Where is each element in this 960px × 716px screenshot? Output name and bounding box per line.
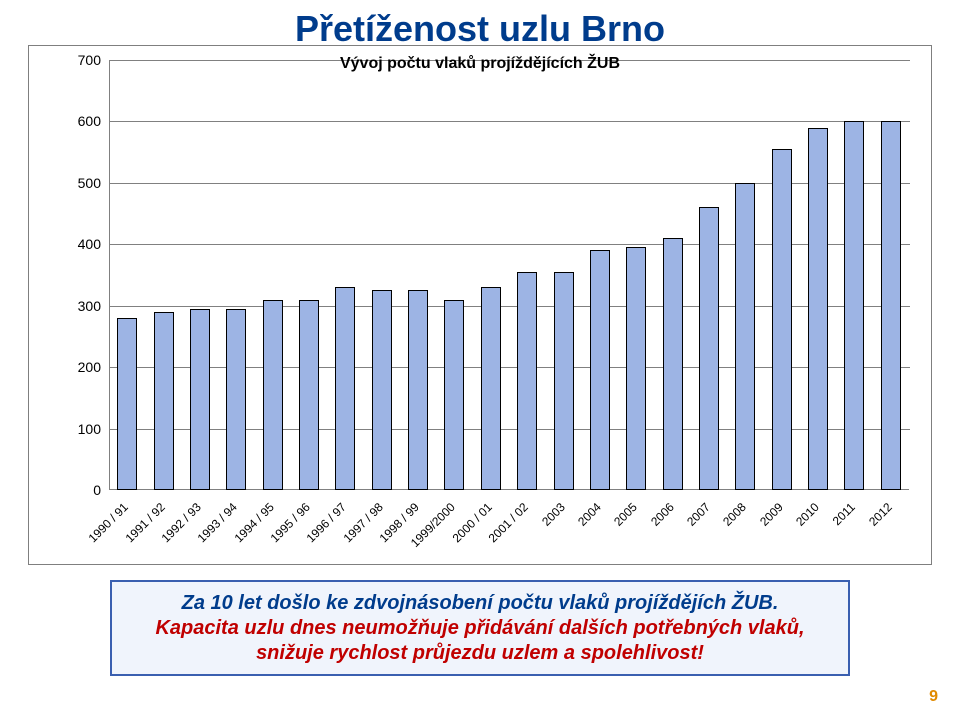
- x-tick-label: 2005: [611, 500, 640, 529]
- bar: [481, 287, 501, 490]
- slide: 1990 / 911991 / 921992 / 931993 / 941994…: [0, 0, 960, 716]
- bar: [408, 290, 428, 490]
- y-tick-label: 200: [41, 359, 101, 375]
- caption-box: Za 10 let došlo ke zdvojnásobení počtu v…: [110, 580, 850, 676]
- bar: [372, 290, 392, 490]
- x-tick-label: 2003: [539, 500, 568, 529]
- y-tick-label: 100: [41, 421, 101, 437]
- bar: [735, 183, 755, 490]
- y-tick-label: 0: [41, 482, 101, 498]
- bar: [117, 318, 137, 490]
- x-tick-label: 1991 / 92: [122, 500, 167, 545]
- bar: [263, 300, 283, 490]
- chart-panel: 1990 / 911991 / 921992 / 931993 / 941994…: [28, 45, 932, 565]
- bar: [772, 149, 792, 490]
- bar: [190, 309, 210, 490]
- x-tick-label: 1990 / 91: [86, 500, 131, 545]
- x-axis-labels: 1990 / 911991 / 921992 / 931993 / 941994…: [109, 494, 909, 564]
- bar: [335, 287, 355, 490]
- x-tick-label: 2011: [830, 500, 858, 528]
- caption-line-2a: Kapacita uzlu dnes neumožňuje přidávání …: [126, 616, 834, 641]
- bar: [699, 207, 719, 490]
- x-tick-label: 2004: [575, 500, 604, 529]
- slide-title: Přetíženost uzlu Brno: [0, 8, 960, 50]
- bar-series: [109, 60, 909, 490]
- x-tick-label: 2008: [720, 500, 749, 529]
- bar: [554, 272, 574, 490]
- bar: [844, 121, 864, 490]
- caption-line-1: Za 10 let došlo ke zdvojnásobení počtu v…: [126, 590, 834, 616]
- x-tick-label: 2010: [793, 500, 822, 529]
- x-tick-label: 2006: [648, 500, 677, 529]
- bar: [226, 309, 246, 490]
- bar: [299, 300, 319, 490]
- bar: [663, 238, 683, 490]
- y-tick-label: 500: [41, 175, 101, 191]
- bar: [881, 121, 901, 490]
- bar: [626, 247, 646, 490]
- bar: [808, 128, 828, 490]
- caption-line-2b: snižuje rychlost průjezdu uzlem a spoleh…: [126, 641, 834, 666]
- bar: [517, 272, 537, 490]
- y-tick-label: 600: [41, 113, 101, 129]
- page-number: 9: [929, 688, 938, 706]
- bar: [154, 312, 174, 490]
- bar: [444, 300, 464, 490]
- y-tick-label: 400: [41, 236, 101, 252]
- x-tick-label: 2007: [684, 500, 713, 529]
- bar: [590, 250, 610, 490]
- y-tick-label: 300: [41, 298, 101, 314]
- chart-subtitle: Vývoj počtu vlaků projíždějících ŽUB: [0, 55, 960, 73]
- x-tick-label: 2012: [866, 500, 895, 529]
- x-tick-label: 2009: [757, 500, 786, 529]
